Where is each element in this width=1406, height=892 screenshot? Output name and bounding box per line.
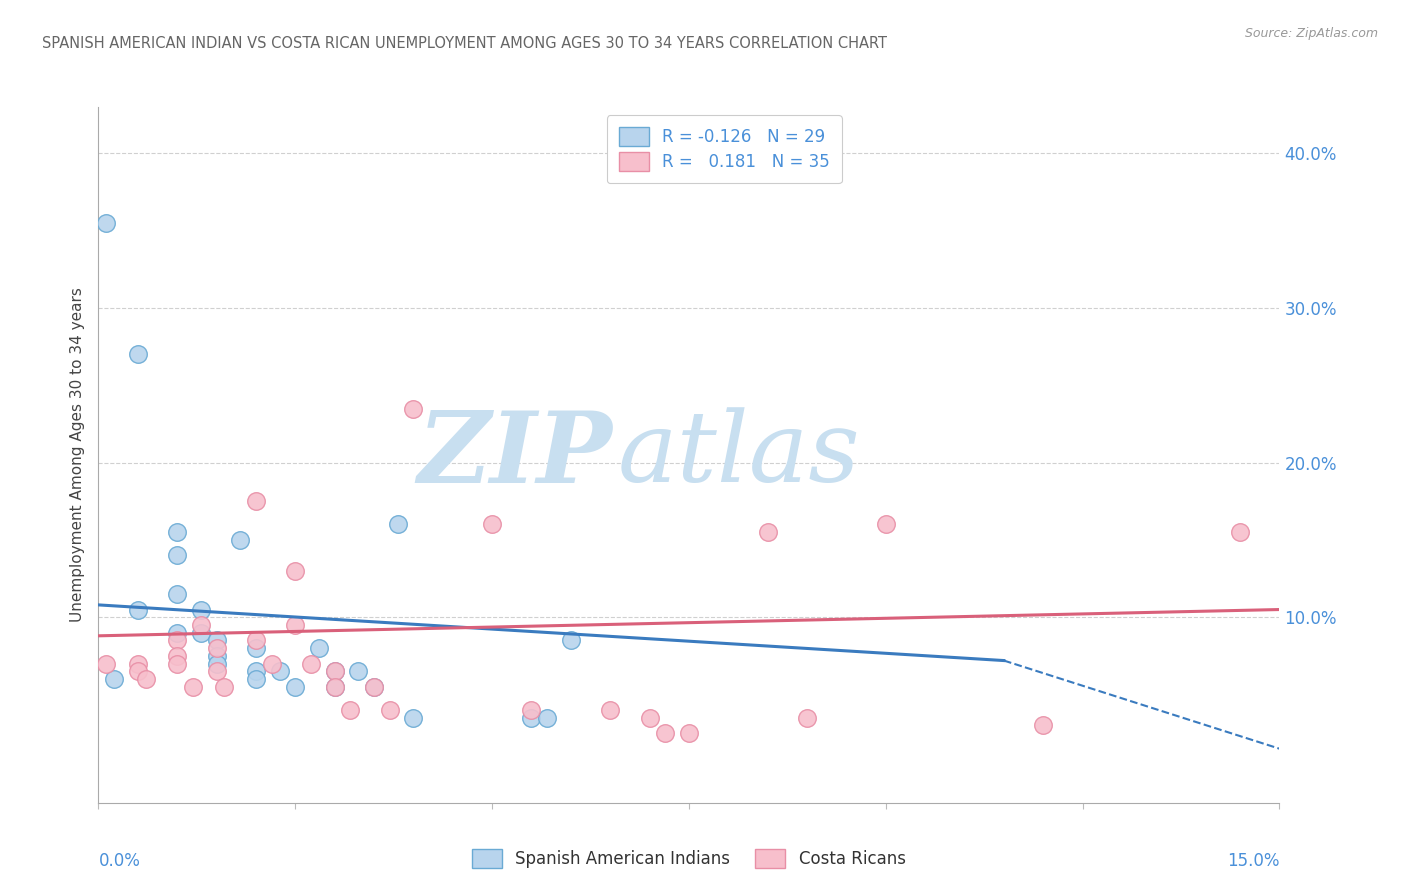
Point — [190, 602, 212, 616]
Point — [654, 726, 676, 740]
Point — [166, 525, 188, 540]
Point — [205, 641, 228, 656]
Point — [205, 633, 228, 648]
Text: 0.0%: 0.0% — [98, 852, 141, 871]
Text: Source: ZipAtlas.com: Source: ZipAtlas.com — [1244, 27, 1378, 40]
Point — [166, 625, 188, 640]
Y-axis label: Unemployment Among Ages 30 to 34 years: Unemployment Among Ages 30 to 34 years — [70, 287, 86, 623]
Point — [339, 703, 361, 717]
Point — [135, 672, 157, 686]
Point — [323, 680, 346, 694]
Point — [1032, 718, 1054, 732]
Text: ZIP: ZIP — [418, 407, 612, 503]
Point — [181, 680, 204, 694]
Point — [166, 633, 188, 648]
Point — [166, 657, 188, 671]
Point — [245, 494, 267, 508]
Point — [245, 665, 267, 679]
Point — [190, 625, 212, 640]
Point — [96, 216, 118, 230]
Point — [678, 726, 700, 740]
Point — [520, 703, 543, 717]
Legend: Spanish American Indians, Costa Ricans: Spanish American Indians, Costa Ricans — [463, 838, 915, 878]
Point — [323, 665, 346, 679]
Point — [214, 680, 236, 694]
Point — [323, 665, 346, 679]
Point — [205, 657, 228, 671]
Point — [284, 618, 307, 632]
Point — [875, 517, 897, 532]
Point — [127, 602, 149, 616]
Point — [96, 657, 118, 671]
Point — [127, 347, 149, 361]
Point — [638, 711, 661, 725]
Point — [103, 672, 125, 686]
Point — [190, 618, 212, 632]
Point — [245, 641, 267, 656]
Text: SPANISH AMERICAN INDIAN VS COSTA RICAN UNEMPLOYMENT AMONG AGES 30 TO 34 YEARS CO: SPANISH AMERICAN INDIAN VS COSTA RICAN U… — [42, 36, 887, 51]
Point — [127, 657, 149, 671]
Point — [166, 549, 188, 563]
Point — [1229, 525, 1251, 540]
Point — [284, 564, 307, 578]
Point — [299, 657, 322, 671]
Point — [269, 665, 291, 679]
Point — [308, 641, 330, 656]
Point — [245, 672, 267, 686]
Point — [166, 648, 188, 663]
Point — [323, 680, 346, 694]
Point — [481, 517, 503, 532]
Point — [756, 525, 779, 540]
Point — [166, 587, 188, 601]
Point — [127, 665, 149, 679]
Point — [560, 633, 582, 648]
Text: 15.0%: 15.0% — [1227, 852, 1279, 871]
Point — [402, 401, 425, 416]
Point — [378, 703, 401, 717]
Point — [284, 680, 307, 694]
Point — [260, 657, 283, 671]
Point — [599, 703, 621, 717]
Point — [205, 648, 228, 663]
Point — [347, 665, 370, 679]
Text: atlas: atlas — [619, 408, 860, 502]
Point — [229, 533, 252, 547]
Point — [402, 711, 425, 725]
Point — [205, 665, 228, 679]
Point — [387, 517, 409, 532]
Point — [245, 633, 267, 648]
Point — [796, 711, 818, 725]
Point — [363, 680, 385, 694]
Point — [520, 711, 543, 725]
Point — [363, 680, 385, 694]
Point — [536, 711, 558, 725]
